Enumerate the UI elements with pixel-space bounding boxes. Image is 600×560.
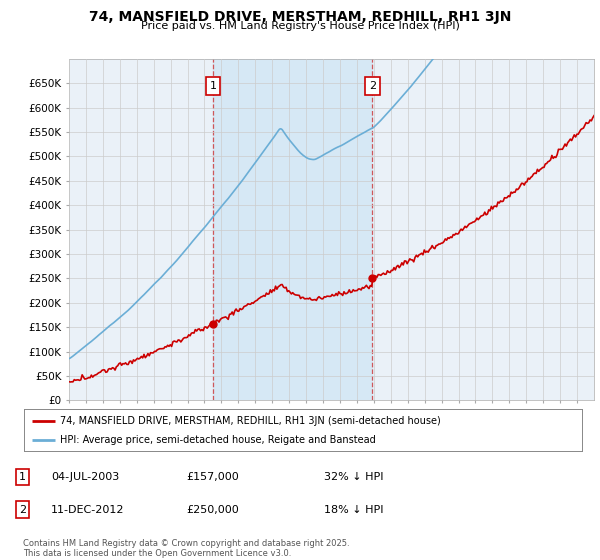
Text: 2: 2 (369, 81, 376, 91)
Text: 1: 1 (209, 81, 217, 91)
Text: 74, MANSFIELD DRIVE, MERSTHAM, REDHILL, RH1 3JN (semi-detached house): 74, MANSFIELD DRIVE, MERSTHAM, REDHILL, … (60, 416, 441, 426)
Text: 11-DEC-2012: 11-DEC-2012 (51, 505, 125, 515)
Text: 2: 2 (19, 505, 26, 515)
Text: £157,000: £157,000 (186, 472, 239, 482)
Text: Price paid vs. HM Land Registry's House Price Index (HPI): Price paid vs. HM Land Registry's House … (140, 21, 460, 31)
Text: 1: 1 (19, 472, 26, 482)
Text: 04-JUL-2003: 04-JUL-2003 (51, 472, 119, 482)
Text: Contains HM Land Registry data © Crown copyright and database right 2025.
This d: Contains HM Land Registry data © Crown c… (23, 539, 349, 558)
Text: 32% ↓ HPI: 32% ↓ HPI (324, 472, 383, 482)
Bar (213, 59, 373, 400)
Text: 74, MANSFIELD DRIVE, MERSTHAM, REDHILL, RH1 3JN: 74, MANSFIELD DRIVE, MERSTHAM, REDHILL, … (89, 10, 511, 24)
Text: 18% ↓ HPI: 18% ↓ HPI (324, 505, 383, 515)
Text: £250,000: £250,000 (186, 505, 239, 515)
Text: HPI: Average price, semi-detached house, Reigate and Banstead: HPI: Average price, semi-detached house,… (60, 435, 376, 445)
